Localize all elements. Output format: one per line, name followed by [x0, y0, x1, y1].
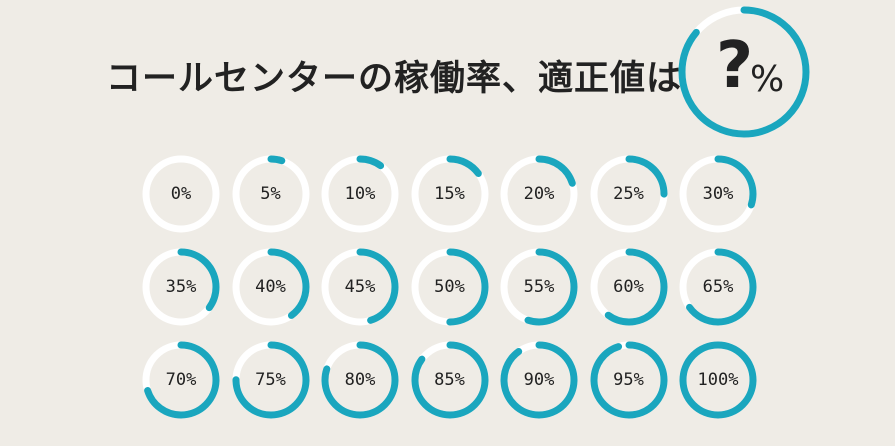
ring-progress-arc — [321, 341, 399, 419]
ring-percent-label: 35% — [165, 277, 197, 297]
ring-graphic — [679, 341, 757, 419]
ring-graphic — [142, 341, 220, 419]
ring-progress-arc — [679, 248, 757, 326]
utilization-ring: 85% — [410, 340, 490, 420]
ring-progress-arc — [142, 248, 220, 326]
utilization-ring: 75% — [231, 340, 311, 420]
ring-graphic — [232, 341, 309, 419]
ring-percent-label: 55% — [523, 277, 555, 297]
ring-progress-arc — [142, 341, 220, 419]
ring-progress-arc — [590, 341, 667, 419]
ring-percent-label: 60% — [613, 277, 644, 297]
ring-percent-label: 100% — [697, 370, 739, 390]
ring-percent-label: 65% — [702, 277, 734, 297]
utilization-ring: 10% — [320, 154, 400, 234]
ring-graphic — [232, 155, 309, 233]
ring-progress-arc — [321, 155, 399, 233]
ring-percent-label: 85% — [434, 370, 465, 390]
ring-graphic — [232, 248, 309, 326]
utilization-ring: 60% — [589, 247, 669, 327]
ring-graphic — [500, 155, 578, 233]
ring-graphic — [142, 248, 220, 326]
ring-graphic — [411, 155, 488, 233]
ring-progress-arc — [321, 248, 399, 326]
ring-percent-label: 10% — [344, 184, 376, 204]
utilization-ring: 55% — [499, 247, 579, 327]
ring-progress-arc — [232, 341, 309, 419]
ring-progress-arc — [500, 155, 578, 233]
headline-percent-sign: % — [750, 59, 785, 100]
ring-graphic — [142, 155, 220, 233]
ring-graphic — [679, 248, 757, 326]
ring-progress-arc — [411, 155, 488, 233]
ring-percent-label: 75% — [255, 370, 286, 390]
ring-graphic — [411, 248, 488, 326]
headline-ring — [678, 6, 810, 138]
ring-graphic — [500, 341, 578, 419]
utilization-ring: 5% — [231, 154, 311, 234]
ring-graphic — [679, 155, 757, 233]
ring-graphic — [500, 248, 578, 326]
ring-graphic — [321, 248, 399, 326]
ring-graphic — [321, 155, 399, 233]
ring-progress-arc — [679, 155, 757, 233]
headline-question-mark: ? — [716, 29, 754, 103]
utilization-ring: 80% — [320, 340, 400, 420]
ring-percent-label: 45% — [344, 277, 376, 297]
ring-graphic — [590, 248, 667, 326]
utilization-ring: 20% — [499, 154, 579, 234]
ring-percent-label: 15% — [434, 184, 465, 204]
ring-progress-arc — [232, 155, 309, 233]
utilization-ring: 50% — [410, 247, 490, 327]
ring-percent-label: 40% — [255, 277, 286, 297]
ring-progress-arc — [590, 155, 667, 233]
ring-percent-label: 20% — [523, 184, 555, 204]
ring-percent-label: 95% — [613, 370, 644, 390]
ring-percent-label: 50% — [434, 277, 465, 297]
utilization-ring: 100% — [678, 340, 758, 420]
ring-graphic — [321, 341, 399, 419]
ring-percent-label: 5% — [260, 184, 281, 204]
ring-percent-label: 90% — [523, 370, 555, 390]
utilization-ring: 25% — [589, 154, 669, 234]
utilization-ring: 70% — [141, 340, 221, 420]
ring-track — [142, 155, 220, 233]
ring-graphic — [590, 155, 667, 233]
ring-graphic — [411, 341, 488, 419]
utilization-ring: 40% — [231, 247, 311, 327]
ring-progress-arc — [500, 341, 578, 419]
utilization-ring: 35% — [141, 247, 221, 327]
ring-percent-label: 0% — [170, 184, 192, 204]
utilization-ring: 30% — [678, 154, 758, 234]
ring-graphic — [590, 341, 667, 419]
ring-progress-arc — [411, 341, 488, 419]
utilization-ring: 95% — [589, 340, 669, 420]
utilization-ring: 65% — [678, 247, 758, 327]
utilization-ring: 90% — [499, 340, 579, 420]
ring-progress-arc — [232, 248, 309, 326]
utilization-ring: 0% — [141, 154, 221, 234]
ring-progress-arc — [500, 248, 578, 326]
ring-percent-label: 80% — [344, 370, 376, 390]
ring-percent-label: 25% — [613, 184, 644, 204]
ring-progress-arc — [679, 341, 757, 419]
ring-progress-arc — [590, 248, 667, 326]
ring-progress-arc — [411, 248, 488, 326]
ring-percent-label: 30% — [702, 184, 734, 204]
utilization-ring: 45% — [320, 247, 400, 327]
page-title: コールセンターの稼働率、適正値は — [106, 59, 683, 99]
ring-percent-label: 70% — [165, 370, 197, 390]
utilization-ring: 15% — [410, 154, 490, 234]
